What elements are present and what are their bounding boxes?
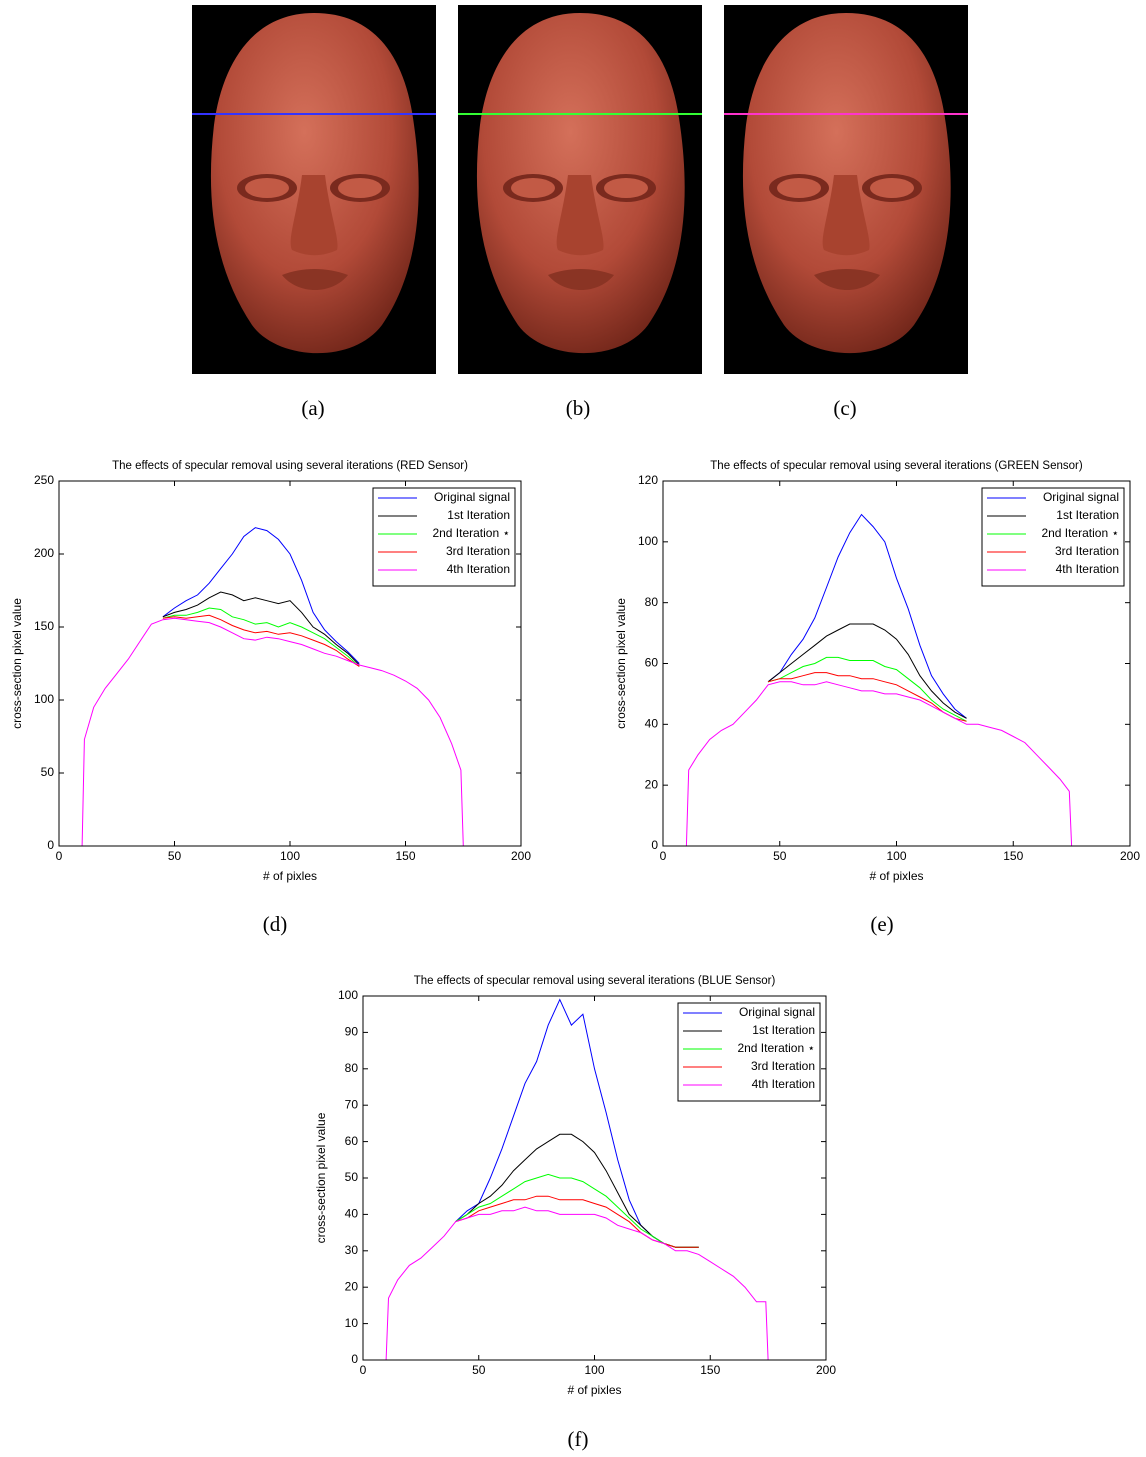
x-axis-label: # of pixles xyxy=(263,869,317,883)
legend-label: 3rd Iteration xyxy=(1055,544,1119,558)
axes-frame xyxy=(662,480,1131,847)
x-axis-label: # of pixles xyxy=(567,1383,621,1397)
y-tick-label: 0 xyxy=(651,838,658,852)
x-tick-label: 100 xyxy=(280,849,300,863)
image-panel xyxy=(458,5,702,374)
y-tick-label: 20 xyxy=(345,1279,359,1293)
y-tick-label: 60 xyxy=(645,656,659,670)
data-line xyxy=(455,1173,699,1248)
x-axis-label: # of pixles xyxy=(869,869,923,883)
y-tick-label: 30 xyxy=(345,1243,359,1257)
y-tick-label: 20 xyxy=(645,777,659,791)
axes-frame xyxy=(362,995,827,1361)
y-tick-label: 60 xyxy=(345,1134,359,1148)
caption: (a) xyxy=(301,396,324,420)
y-tick-label: 50 xyxy=(41,765,55,779)
legend-label: 3rd Iteration xyxy=(446,544,510,558)
image-panel xyxy=(192,5,436,374)
x-tick-label: 50 xyxy=(168,849,182,863)
chart-title: The effects of specular removal using se… xyxy=(112,460,468,472)
x-tick-label: 200 xyxy=(816,1363,836,1377)
x-tick-label: 0 xyxy=(56,849,63,863)
legend-label: 2nd Iteration ⋆ xyxy=(432,526,510,540)
caption: (f) xyxy=(568,1427,589,1451)
x-tick-label: 150 xyxy=(395,849,415,863)
legend-label: Original signal xyxy=(1043,490,1119,504)
caption: (d) xyxy=(263,912,288,936)
y-tick-label: 0 xyxy=(47,838,54,852)
x-tick-label: 200 xyxy=(511,849,531,863)
y-tick-label: 40 xyxy=(645,717,659,731)
caption: (c) xyxy=(833,396,856,420)
legend-label: 4th Iteration xyxy=(1056,562,1119,576)
legend-label: 3rd Iteration xyxy=(751,1059,815,1073)
y-axis-label: cross-section pixel value xyxy=(10,598,24,729)
data-line xyxy=(162,527,360,664)
data-line xyxy=(385,1206,769,1361)
legend-label: 4th Iteration xyxy=(752,1077,815,1091)
legend-label: 2nd Iteration ⋆ xyxy=(737,1041,815,1055)
x-tick-label: 100 xyxy=(886,849,906,863)
y-tick-label: 250 xyxy=(34,473,54,487)
y-tick-label: 10 xyxy=(345,1316,359,1330)
legend-label: 2nd Iteration ⋆ xyxy=(1041,526,1119,540)
y-tick-label: 70 xyxy=(345,1097,359,1111)
legend-label: 1st Iteration xyxy=(447,508,510,522)
y-tick-label: 150 xyxy=(34,619,54,633)
data-line xyxy=(162,614,360,667)
data-line xyxy=(81,617,464,847)
data-line xyxy=(767,623,967,719)
x-tick-label: 50 xyxy=(472,1363,486,1377)
data-line xyxy=(162,591,360,666)
chart-title: The effects of specular removal using se… xyxy=(414,975,776,987)
data-line xyxy=(685,681,1073,847)
axes-frame xyxy=(58,480,522,847)
y-tick-label: 80 xyxy=(645,595,659,609)
y-tick-label: 120 xyxy=(638,473,658,487)
x-tick-label: 50 xyxy=(773,849,787,863)
data-line xyxy=(767,672,967,722)
y-tick-label: 90 xyxy=(345,1025,359,1039)
legend-label: 1st Iteration xyxy=(752,1023,815,1037)
y-tick-label: 80 xyxy=(345,1061,359,1075)
caption: (b) xyxy=(566,396,591,420)
x-tick-label: 100 xyxy=(584,1363,604,1377)
y-tick-label: 100 xyxy=(638,534,658,548)
x-tick-label: 150 xyxy=(700,1363,720,1377)
y-tick-label: 50 xyxy=(345,1170,359,1184)
legend-box xyxy=(372,487,516,587)
x-tick-label: 0 xyxy=(360,1363,367,1377)
legend-label: 4th Iteration xyxy=(447,562,510,576)
image-panel xyxy=(724,5,968,374)
x-tick-label: 200 xyxy=(1120,849,1140,863)
y-tick-label: 0 xyxy=(351,1352,358,1366)
x-tick-label: 0 xyxy=(660,849,667,863)
y-tick-label: 100 xyxy=(338,988,358,1002)
x-tick-label: 150 xyxy=(1003,849,1023,863)
chart-title: The effects of specular removal using se… xyxy=(710,460,1083,472)
data-line xyxy=(767,513,967,719)
legend-label: 1st Iteration xyxy=(1056,508,1119,522)
y-axis-label: cross-section pixel value xyxy=(614,598,628,729)
legend-label: Original signal xyxy=(434,490,510,504)
caption: (e) xyxy=(870,912,893,936)
legend-label: Original signal xyxy=(739,1005,815,1019)
y-tick-label: 40 xyxy=(345,1207,359,1221)
y-axis-label: cross-section pixel value xyxy=(314,1112,328,1243)
data-line xyxy=(162,607,360,667)
y-tick-label: 200 xyxy=(34,546,54,560)
y-tick-label: 100 xyxy=(34,692,54,706)
data-line xyxy=(767,656,967,722)
